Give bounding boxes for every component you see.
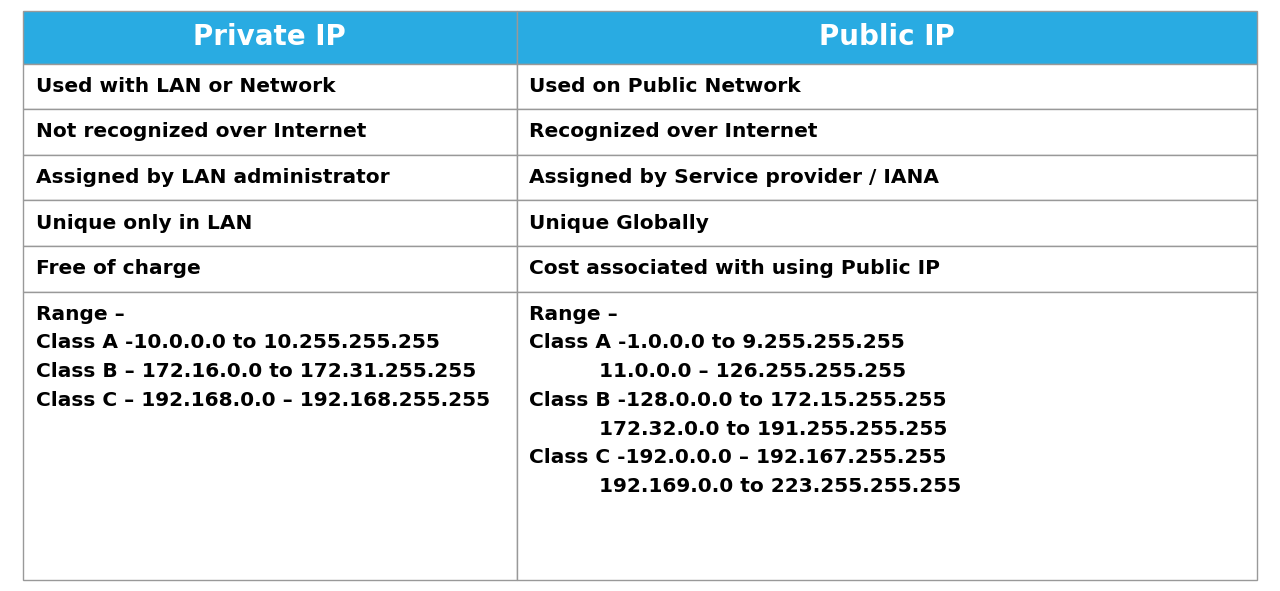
Text: Free of charge: Free of charge	[36, 259, 201, 278]
Bar	[23, 246, 517, 291]
Text: Range –
Class A -10.0.0.0 to 10.255.255.255
Class B – 172.16.0.0 to 172.31.255.2: Range – Class A -10.0.0.0 to 10.255.255.…	[36, 304, 490, 410]
Text: Private IP: Private IP	[193, 23, 346, 51]
Bar	[23, 11, 517, 64]
Text: Range –
Class A -1.0.0.0 to 9.255.255.255
          11.0.0.0 – 126.255.255.255
C: Range – Class A -1.0.0.0 to 9.255.255.25…	[530, 304, 961, 496]
Text: Not recognized over Internet: Not recognized over Internet	[36, 122, 366, 141]
Bar	[517, 246, 1257, 291]
Bar	[517, 109, 1257, 155]
Text: Unique Globally: Unique Globally	[530, 213, 709, 233]
Bar	[517, 64, 1257, 109]
Bar	[23, 64, 517, 109]
Bar	[23, 200, 517, 246]
Bar	[23, 155, 517, 200]
Text: Assigned by Service provider / IANA: Assigned by Service provider / IANA	[530, 168, 940, 187]
Text: Public IP: Public IP	[819, 23, 955, 51]
Text: Assigned by LAN administrator: Assigned by LAN administrator	[36, 168, 389, 187]
Text: Used with LAN or Network: Used with LAN or Network	[36, 77, 335, 96]
Bar	[517, 200, 1257, 246]
Text: Unique only in LAN: Unique only in LAN	[36, 213, 252, 233]
Text: Recognized over Internet: Recognized over Internet	[530, 122, 818, 141]
Bar	[517, 155, 1257, 200]
Bar	[517, 11, 1257, 64]
Bar	[517, 291, 1257, 580]
Text: Cost associated with using Public IP: Cost associated with using Public IP	[530, 259, 941, 278]
Text: Used on Public Network: Used on Public Network	[530, 77, 801, 96]
Bar	[23, 291, 517, 580]
Bar	[23, 109, 517, 155]
